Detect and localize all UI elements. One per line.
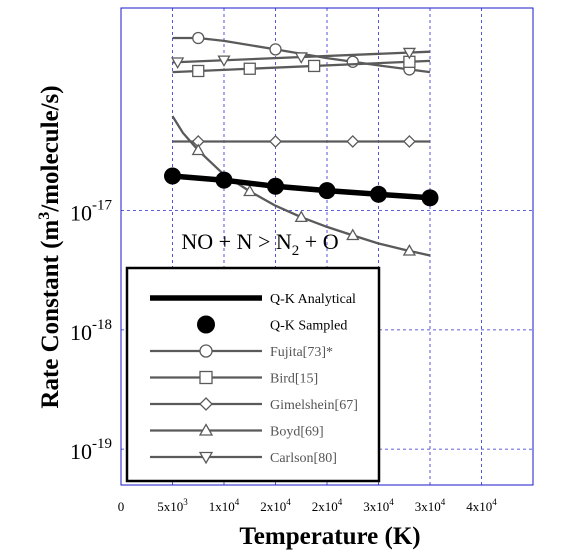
fujita-73-marker: [346, 55, 359, 68]
plot-frame: [120, 7, 534, 486]
legend-box: [125, 266, 381, 483]
x-tick-label: 2x104: [260, 497, 291, 514]
y-tick-labels: 10-19 10-18 10-17: [70, 198, 112, 465]
series-group: [164, 31, 439, 257]
boyd-69-marker: [243, 184, 257, 197]
qk-sampled-point: [215, 171, 233, 189]
x-axis-label: Temperature (K): [239, 523, 420, 550]
qk-sampled-point: [421, 189, 439, 207]
y-tick-label: 10-19: [70, 436, 112, 464]
legend: Q-K Analytical Q-K Sampled Fujita[73]* Bird…: [125, 266, 381, 483]
reaction-annotation: NO + N > N2 + O: [181, 229, 338, 259]
bird-15-marker: [307, 59, 321, 73]
boyd-69-marker: [402, 244, 417, 256]
legend-marker-carlson-80: [198, 451, 214, 465]
x-tick-label: 1x104: [209, 497, 240, 514]
bird-15-marker: [192, 64, 205, 78]
boyd-69-marker: [346, 228, 360, 241]
q-k-analytical-line: [172, 173, 431, 201]
y-axis-label: Rate Constant (m3/molecule/s): [36, 85, 64, 408]
legend-label-boyd-69: Boyd[69]: [270, 425, 324, 440]
y-axis-label-tail: /molecule/s): [37, 85, 64, 212]
annotation-subscript: 2: [292, 243, 300, 259]
bird-15-marker: [243, 62, 256, 75]
y-axis-label-superscript: 3: [36, 212, 53, 220]
legend-label-carlson-80: Carlson[80]: [270, 451, 337, 466]
gimelshein-67-marker: [402, 135, 416, 148]
legend-marker-fujita-73: [199, 344, 213, 358]
gimelshein-67-marker: [269, 135, 282, 148]
fujita-73-marker: [269, 43, 282, 56]
qk-sampled-point: [318, 182, 336, 200]
boyd-69-marker: [294, 210, 308, 222]
legend-swatch-q-k-sampled: [197, 315, 215, 334]
legend-label-bird-15: Bird[15]: [270, 372, 318, 387]
x-tick-label: 2x104: [312, 497, 343, 514]
carlson-80-marker: [402, 47, 417, 60]
x-tick-label: 0: [118, 499, 125, 514]
qk-sampled-point: [370, 185, 387, 203]
boyd-69-marker: [191, 143, 205, 156]
legend-items: Q-K Analytical Q-K Sampled Fujita[73]* Bird…: [150, 292, 358, 466]
legend-marker-gimelshein-67: [199, 397, 213, 411]
legend-marker-boyd-69: [198, 423, 214, 436]
legend-label-q-k-analytical: Q-K Analytical: [270, 292, 356, 307]
carlson-80-marker: [217, 55, 231, 68]
gimelshein-67-marker: [346, 135, 360, 148]
x-tick-label: 5x103: [157, 497, 188, 514]
y-axis-label-main: Rate Constant (m: [37, 220, 64, 409]
y-tick-label: 10-17: [70, 198, 112, 226]
y-tick-label: 10-18: [70, 317, 112, 345]
boyd-69-line: [171, 115, 431, 257]
annotation-part-3: + O: [299, 229, 338, 254]
annotation-part-1: NO + N > N: [181, 229, 291, 254]
legend-label-gimelshein-67: Gimelshein[67]: [270, 398, 358, 413]
carlson-80-marker: [171, 57, 185, 69]
qk-sampled-point: [164, 167, 181, 185]
legend-marker-bird-15: [199, 370, 213, 385]
qk-sampled-point: [267, 177, 284, 195]
fujita-73-marker: [192, 31, 205, 45]
x-tick-labels: 0 5x103 1x104 2x104 2x104 3x104 3x104 4x104: [118, 497, 498, 514]
legend-label-q-k-sampled: Q-K Sampled: [270, 319, 347, 334]
bird-15-line: [172, 59, 431, 74]
carlson-80-marker: [294, 52, 308, 64]
x-tick-label: 4x104: [466, 497, 497, 514]
x-tick-label: 3x104: [415, 497, 446, 514]
x-tick-label: 3x104: [363, 497, 394, 514]
legend-label-fujita-73: Fujita[73]*: [270, 345, 333, 360]
